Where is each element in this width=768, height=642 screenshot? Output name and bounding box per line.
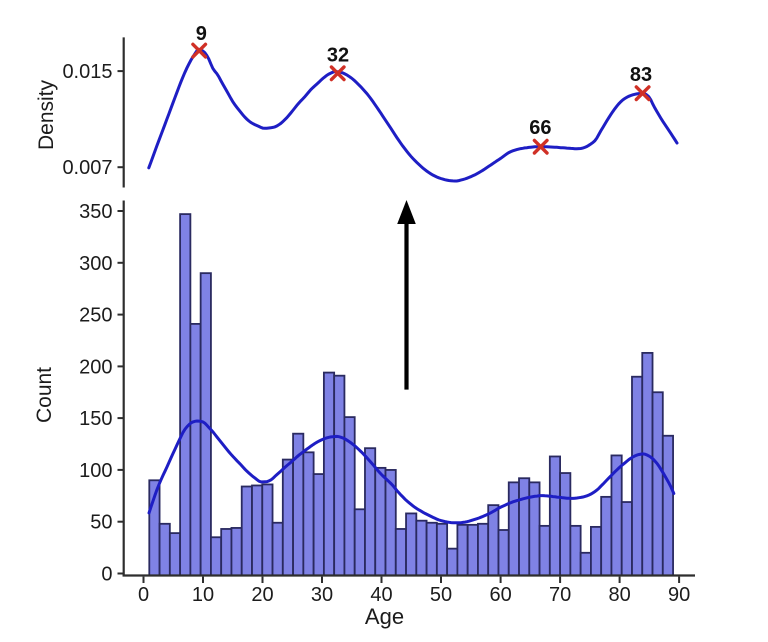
svg-text:83: 83 <box>630 64 652 86</box>
svg-text:20: 20 <box>251 584 273 606</box>
svg-text:250: 250 <box>79 305 112 327</box>
svg-text:90: 90 <box>668 584 690 606</box>
svg-text:10: 10 <box>192 584 214 606</box>
svg-text:70: 70 <box>549 584 571 606</box>
svg-text:0: 0 <box>138 584 149 606</box>
svg-text:300: 300 <box>79 253 112 275</box>
svg-text:Density: Density <box>35 79 58 150</box>
svg-text:150: 150 <box>79 408 112 430</box>
svg-text:200: 200 <box>79 356 112 378</box>
svg-text:66: 66 <box>529 117 551 139</box>
svg-text:32: 32 <box>327 45 349 67</box>
svg-text:0.015: 0.015 <box>62 61 112 83</box>
svg-text:0: 0 <box>101 564 112 586</box>
svg-text:350: 350 <box>79 201 112 223</box>
svg-text:100: 100 <box>79 460 112 482</box>
svg-text:60: 60 <box>489 584 511 606</box>
svg-text:Count: Count <box>33 367 56 423</box>
svg-text:30: 30 <box>311 584 333 606</box>
svg-text:Age: Age <box>365 604 404 629</box>
svg-text:50: 50 <box>90 512 112 534</box>
svg-text:40: 40 <box>370 584 392 606</box>
svg-text:0.007: 0.007 <box>62 157 112 179</box>
svg-text:9: 9 <box>196 23 207 45</box>
svg-text:80: 80 <box>608 584 630 606</box>
svg-text:50: 50 <box>430 584 452 606</box>
